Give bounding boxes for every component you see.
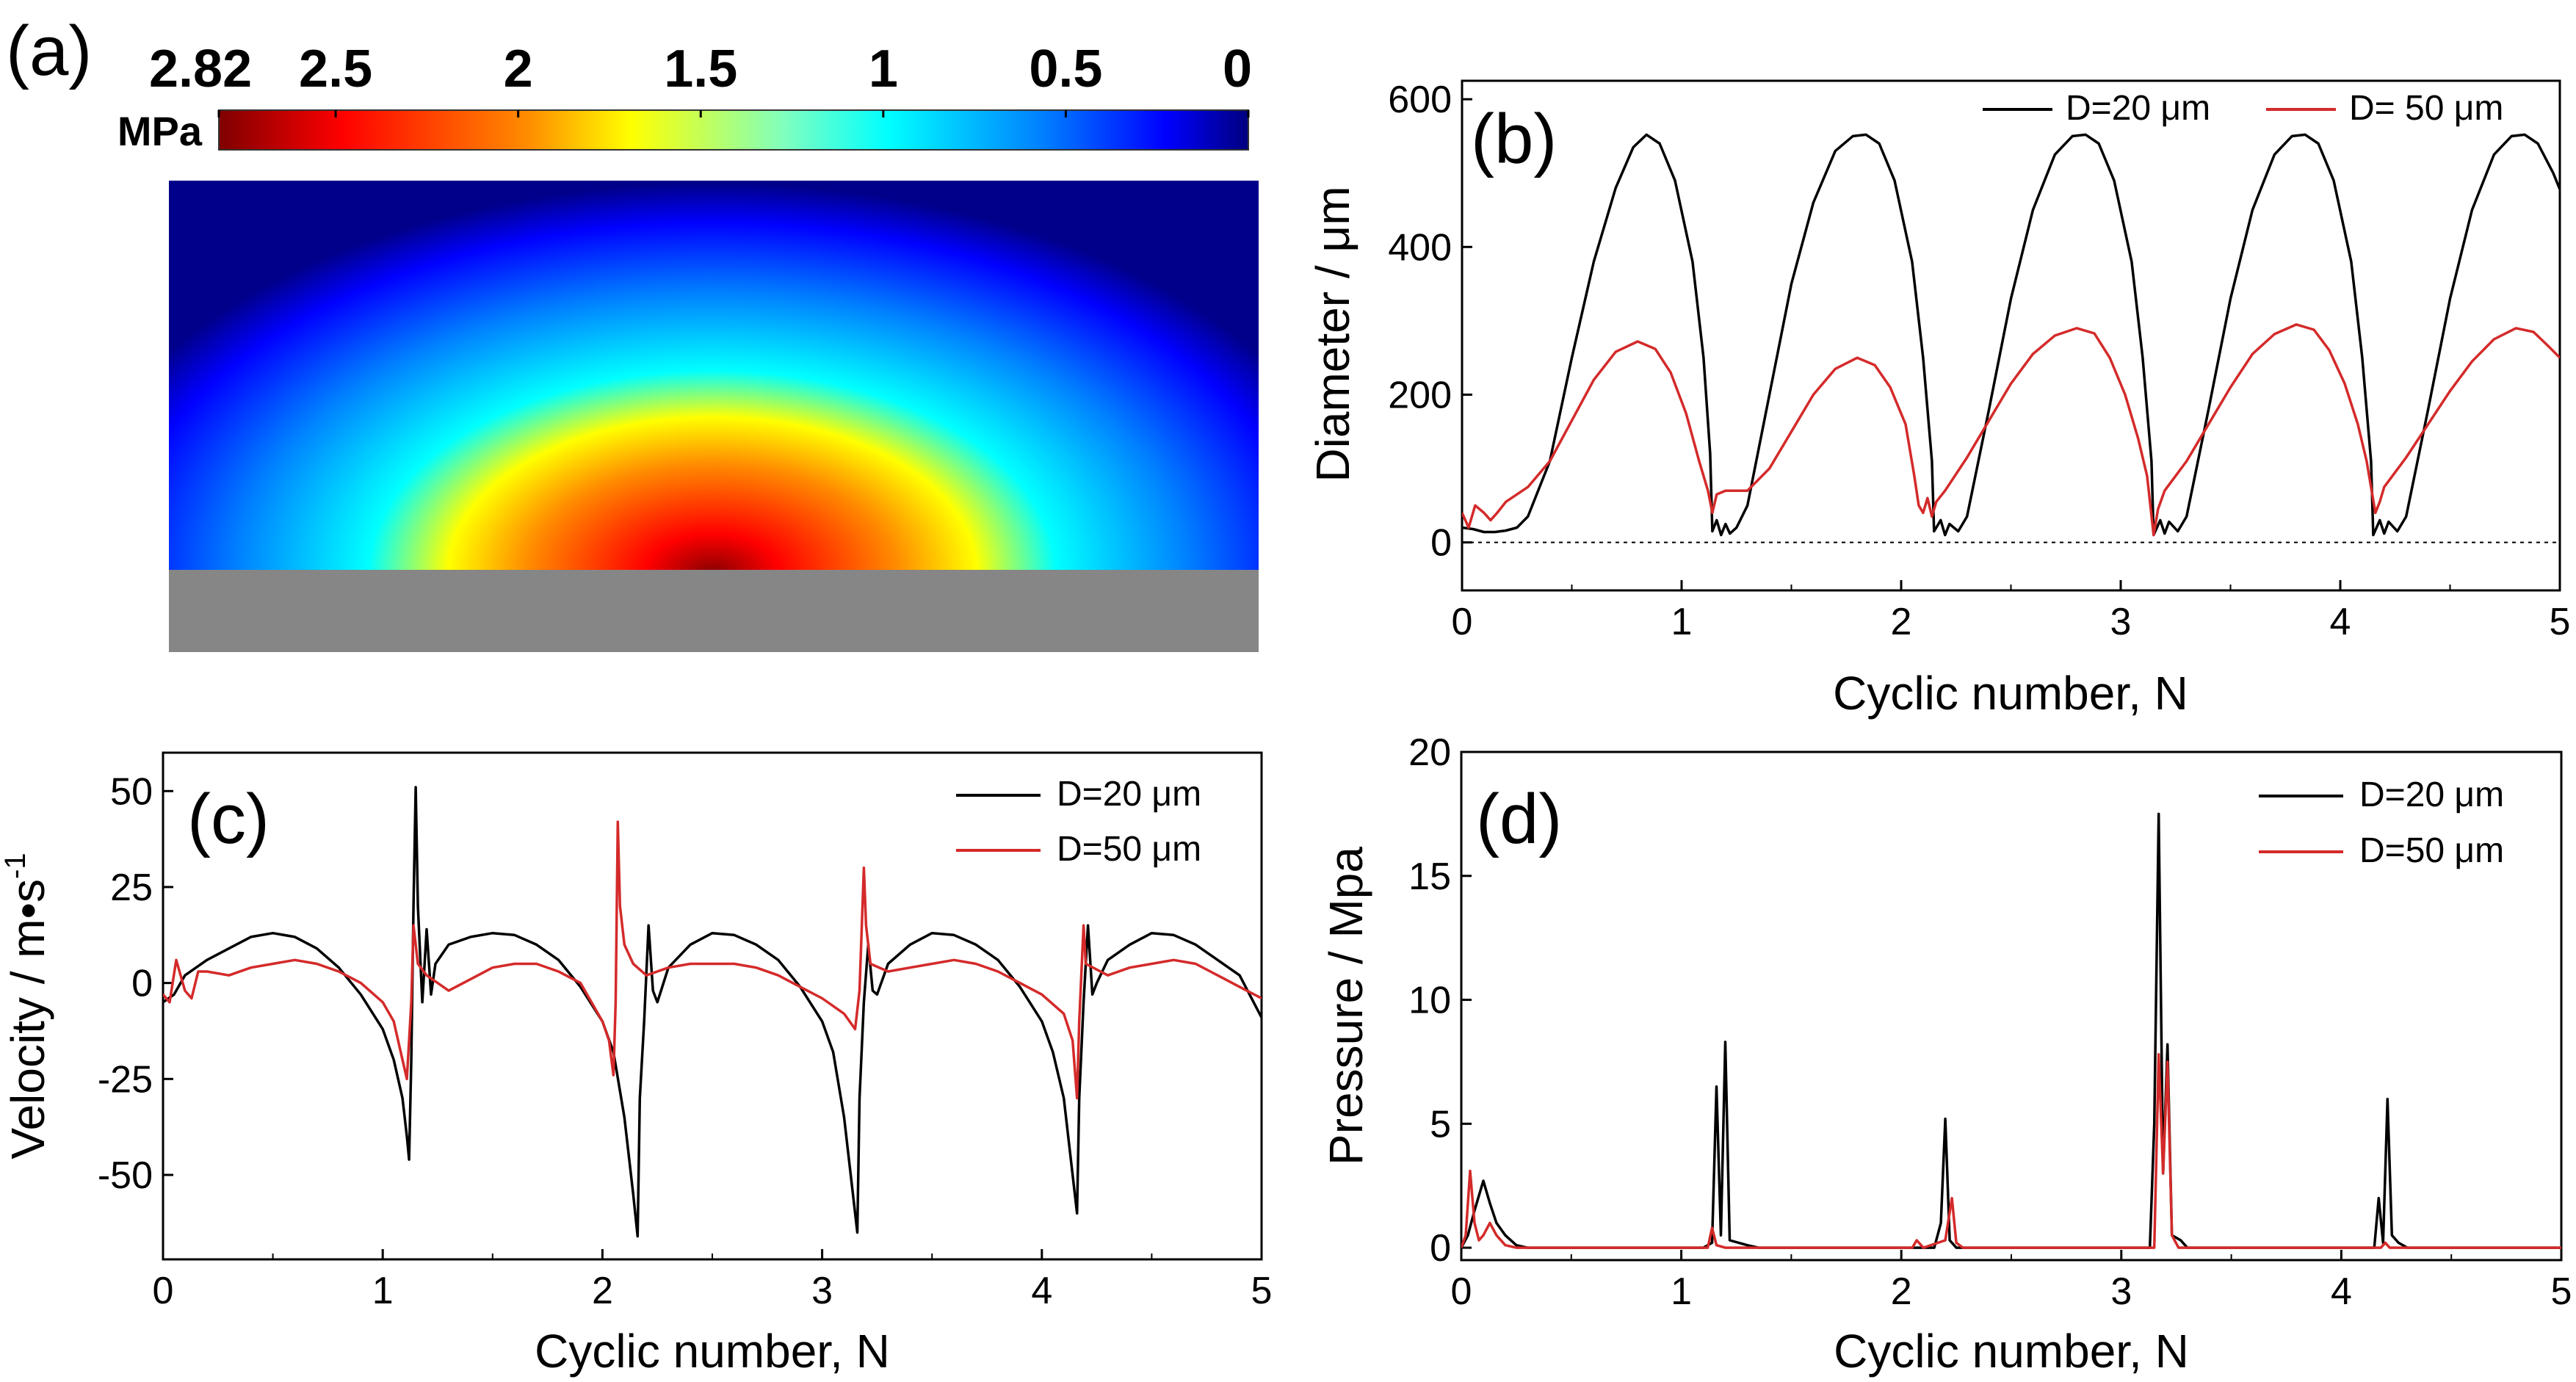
substrate-wall	[169, 570, 1259, 652]
series-line-2	[1462, 323, 2560, 537]
axes-c: 0 1 2 3 4 5 50 25 0 -25 -50	[98, 770, 1273, 1312]
series-line-2	[163, 820, 1262, 1100]
x-tick-label: 4	[2331, 1270, 2352, 1313]
x-axis-label-b: Cyclic number, N	[1833, 667, 2188, 720]
x-tick-label: 5	[2551, 1270, 2572, 1313]
x-tick-label: 2	[1891, 601, 1912, 643]
axes-d: 0 1 2 3 4 5 0 5 10 15 20	[1408, 731, 2572, 1313]
legend-d: D=20 μm D=50 μm	[2259, 775, 2504, 870]
series-line-2	[1461, 1053, 2561, 1249]
x-tick-label: 1	[1671, 601, 1693, 643]
y-axis-label-c-text: Velocity / m•s	[1, 879, 54, 1159]
series-lines-c	[163, 786, 1262, 1238]
x-tick-label: 4	[1031, 1270, 1052, 1312]
y-tick-label: 200	[1388, 374, 1452, 416]
x-tick-label: 3	[2110, 601, 2132, 643]
legend-label-1: D=20 μm	[2066, 89, 2210, 128]
plot-frame-c	[162, 751, 1263, 1261]
x-tick-label: 2	[592, 1270, 613, 1312]
legend-label-2: D=50 μm	[2359, 831, 2504, 870]
panel-label-d: (d)	[1476, 780, 1562, 858]
series-line-1	[1462, 133, 2560, 537]
colorbar-tick-label: 1	[869, 40, 898, 98]
panel-label-a: (a)	[6, 12, 92, 90]
x-tick-label: 0	[153, 1270, 174, 1312]
legend-label-2: D= 50 μm	[2349, 89, 2503, 128]
x-tick-label: 1	[372, 1270, 394, 1312]
series-line-1	[1461, 812, 2561, 1249]
panel-c: 0 1 2 3 4 5 50 25 0 -25 -50 (c) Cyclic number, N V…	[0, 751, 1273, 1378]
colorbar-ticks: 2.82 2.5 2 1.5 1 0.5 0	[149, 40, 1252, 117]
y-tick-label: 0	[1430, 1227, 1451, 1270]
x-tick-label: 0	[1451, 1270, 1472, 1313]
y-axis-label-b: Diameter / μm	[1306, 186, 1359, 482]
colorbar	[218, 109, 1249, 151]
x-tick-label: 3	[2110, 1270, 2132, 1313]
y-tick-label: -50	[98, 1154, 153, 1197]
x-tick-label: 1	[1671, 1270, 1692, 1313]
y-tick-label: 25	[110, 867, 153, 909]
y-tick-label: 20	[1408, 731, 1451, 774]
x-tick-label: 0	[1452, 601, 1473, 643]
legend-label-1: D=20 μm	[1057, 775, 1201, 814]
colorbar-unit: MPa	[117, 108, 203, 154]
x-axis-label-c: Cyclic number, N	[535, 1325, 890, 1378]
colorbar-tick-label: 2.5	[299, 40, 372, 98]
panel-d: 0 1 2 3 4 5 0 5 10 15 20 (d) Cyclic number, N Pres…	[1320, 731, 2572, 1378]
y-tick-label: -25	[98, 1058, 153, 1101]
legend-c: D=20 μm D=50 μm	[956, 775, 1201, 869]
x-tick-label: 5	[2550, 601, 2571, 643]
heatmap-field	[169, 181, 1259, 570]
x-tick-label: 4	[2330, 601, 2351, 643]
panel-b: 0 1 2 3 4 5 0 200 400 600 (b) Cyclic number, N Di…	[1306, 79, 2570, 720]
y-tick-label: 0	[131, 963, 153, 1005]
axes-b: 0 1 2 3 4 5 0 200 400 600	[1388, 79, 2570, 643]
colorbar-tick-label: 1.5	[664, 40, 737, 98]
y-tick-label: 10	[1408, 980, 1451, 1022]
panel-label-c: (c)	[187, 780, 269, 858]
colorbar-tick-label: 0.5	[1029, 40, 1102, 98]
x-tick-label: 2	[1891, 1270, 1912, 1313]
y-tick-label: 600	[1388, 79, 1452, 121]
y-axis-label-c-superscript: -1	[0, 853, 32, 879]
x-tick-label: 3	[811, 1270, 833, 1312]
y-tick-label: 400	[1388, 226, 1452, 269]
legend-b: D=20 μm D= 50 μm	[1983, 89, 2503, 128]
y-tick-label: 5	[1430, 1103, 1451, 1146]
x-axis-label-d: Cyclic number, N	[1834, 1325, 2189, 1378]
plot-frame-b	[1461, 79, 2561, 592]
y-axis-label-d: Pressure / Mpa	[1320, 847, 1372, 1165]
colorbar-tick-label: 2.82	[149, 40, 252, 98]
colorbar-tick-label: 0	[1223, 40, 1252, 98]
legend-label-2: D=50 μm	[1057, 830, 1201, 869]
y-tick-label: 50	[110, 770, 153, 813]
plot-frame-d	[1460, 750, 2563, 1262]
legend-label-1: D=20 μm	[2359, 775, 2504, 814]
colorbar-tick-label: 2	[504, 40, 533, 98]
series-lines-b	[1462, 133, 2560, 537]
x-tick-label: 5	[1251, 1270, 1273, 1312]
y-tick-label: 15	[1408, 855, 1451, 898]
y-axis-label-c: Velocity / m•s-1	[0, 853, 54, 1159]
panel-label-b: (b)	[1471, 100, 1557, 178]
panel-a: (a) MPa 2.82 2.5 2 1.5 1 0.5 0	[6, 12, 1259, 652]
series-lines-d	[1461, 812, 2561, 1249]
y-tick-label: 0	[1430, 522, 1452, 565]
